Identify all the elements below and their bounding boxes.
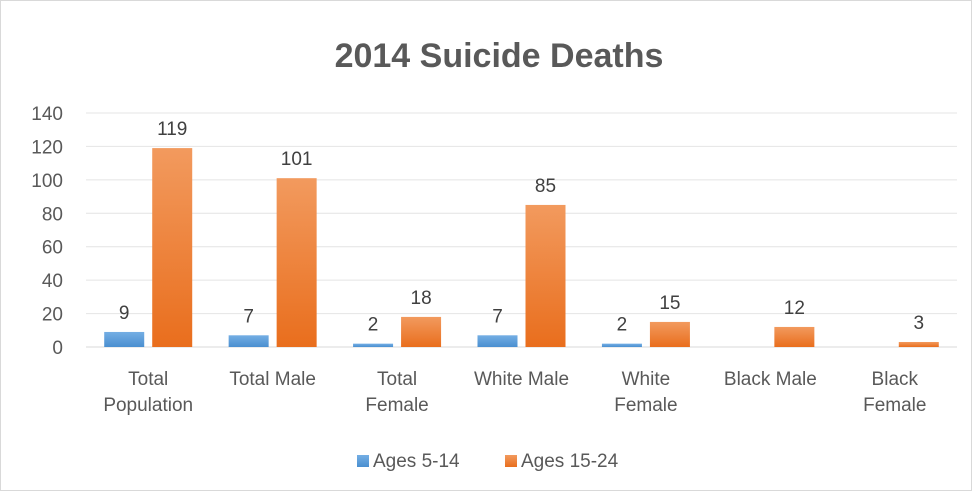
- bar-0-1: [228, 335, 269, 347]
- x-tick-label: White: [622, 369, 671, 390]
- y-tick-label: 20: [42, 305, 63, 326]
- bar-1-4: [649, 321, 690, 347]
- data-label: 101: [281, 149, 313, 170]
- x-axis: Total Population Total Male Total Female Whit…: [103, 369, 926, 416]
- bar-0-4: [601, 343, 642, 347]
- x-tick-label: Black: [872, 369, 919, 390]
- data-label: 3: [913, 313, 924, 334]
- gridlines: [86, 112, 957, 348]
- bar-0-0: [104, 331, 145, 347]
- y-tick-label: 120: [31, 137, 63, 158]
- data-label: 7: [243, 306, 254, 327]
- x-tick-label: Total: [128, 369, 168, 390]
- x-tick-label: Female: [863, 395, 926, 416]
- legend-label-1: Ages 15-24: [521, 451, 619, 472]
- x-tick-label: Total: [377, 369, 417, 390]
- bar-0-2: [353, 343, 394, 347]
- y-axis: 0 20 40 60 80 100 120 140: [31, 104, 63, 359]
- bar-1-0: [152, 148, 193, 347]
- bar-1-3: [525, 204, 566, 347]
- chart-title: 2014 Suicide Deaths: [335, 37, 664, 75]
- data-label: 9: [119, 303, 130, 324]
- y-tick-label: 0: [52, 338, 63, 359]
- x-tick-label: Total Male: [229, 369, 316, 390]
- legend: Ages 5-14 Ages 15-24: [357, 451, 619, 472]
- y-tick-label: 100: [31, 171, 63, 192]
- y-tick-label: 60: [42, 238, 63, 259]
- bars: 9 7 2 7 2 119 101 18 85 15 12 3: [104, 119, 939, 347]
- bar-1-1: [276, 178, 317, 347]
- legend-label-0: Ages 5-14: [373, 451, 460, 472]
- data-label: 15: [659, 293, 680, 314]
- data-label: 85: [535, 176, 556, 197]
- bar-1-6: [898, 341, 939, 347]
- bar-0-3: [477, 335, 518, 347]
- x-tick-label: Population: [103, 395, 193, 416]
- legend-swatch-0: [357, 455, 369, 467]
- data-label: 7: [492, 306, 503, 327]
- data-label: 2: [368, 315, 379, 336]
- legend-swatch-1: [505, 455, 517, 467]
- bar-1-5: [774, 326, 815, 347]
- x-tick-label: Black Male: [724, 369, 817, 390]
- data-label: 119: [157, 119, 187, 140]
- y-tick-label: 140: [31, 104, 63, 125]
- x-tick-label: Female: [614, 395, 677, 416]
- x-tick-label: Female: [365, 395, 428, 416]
- y-tick-label: 40: [42, 271, 63, 292]
- x-tick-label: White Male: [474, 369, 569, 390]
- data-label: 12: [784, 298, 805, 319]
- bar-1-2: [401, 316, 442, 347]
- y-tick-label: 80: [42, 204, 63, 225]
- data-label: 18: [411, 288, 432, 309]
- data-label: 2: [617, 315, 628, 336]
